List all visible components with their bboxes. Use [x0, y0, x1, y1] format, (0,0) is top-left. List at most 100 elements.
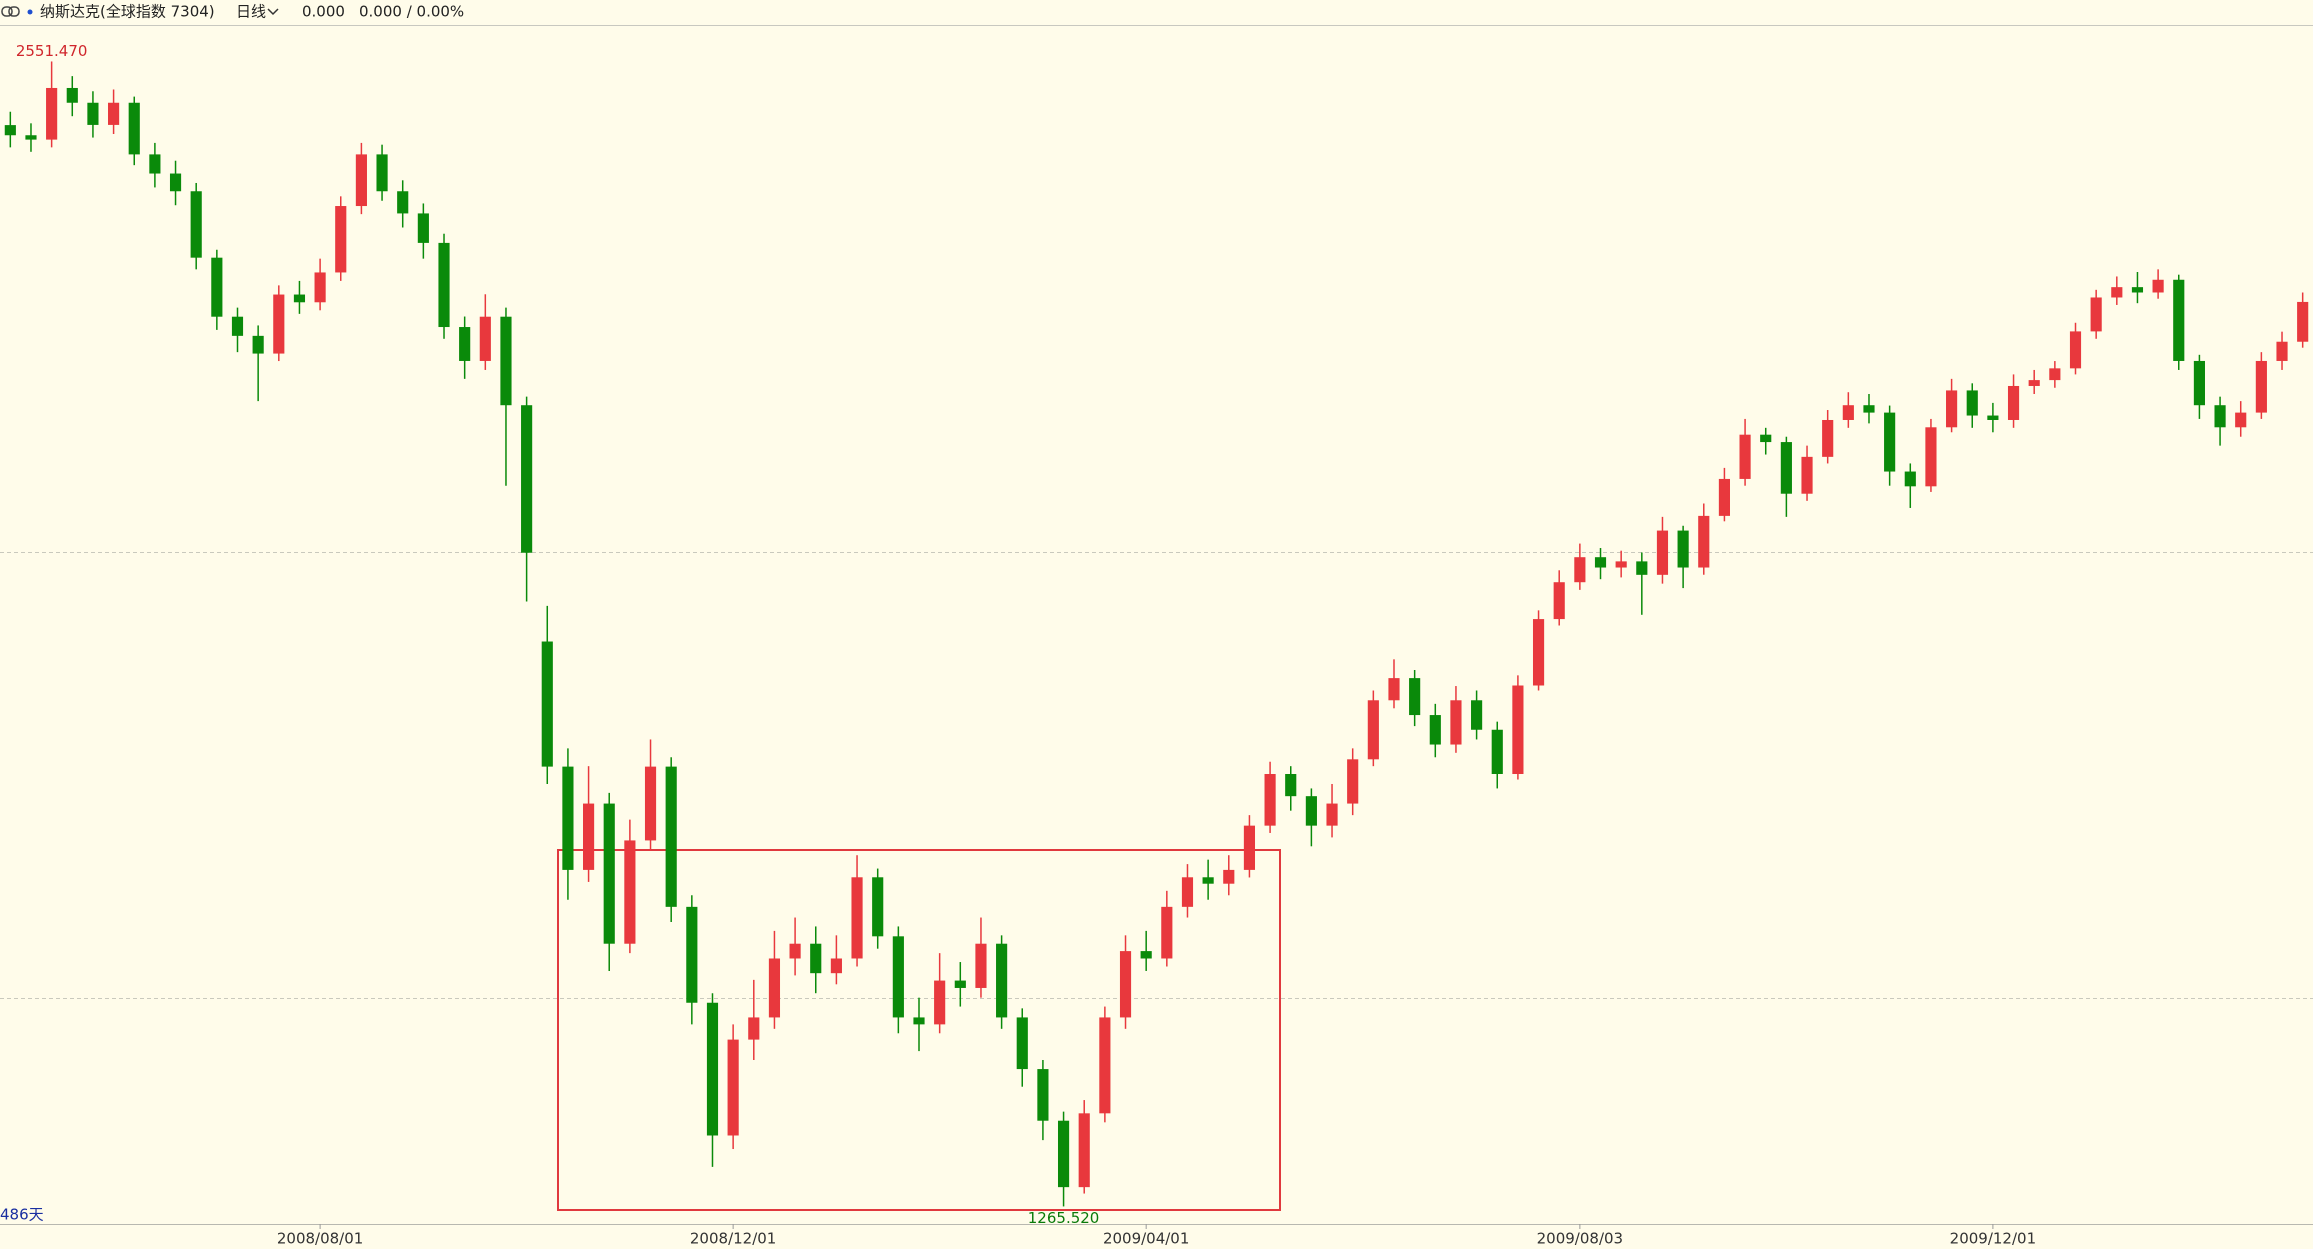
candle-body [1615, 561, 1627, 568]
candle-body [25, 135, 37, 140]
candle-body [87, 102, 99, 125]
candle-body [1057, 1120, 1070, 1188]
candle-body [768, 958, 781, 1018]
candle-body [211, 257, 223, 317]
days-label: 486天 [0, 1206, 44, 1224]
candle-body [355, 154, 367, 207]
instrument-name[interactable]: 纳斯达克(全球指数 7304) [40, 3, 215, 21]
period-chevron[interactable] [267, 8, 279, 16]
candle-body [1884, 412, 1896, 472]
candle-body [1718, 478, 1731, 516]
candle-body [644, 766, 657, 841]
candle-body [727, 1039, 739, 1136]
candle-body [2276, 341, 2288, 361]
candle-body [1925, 427, 1937, 487]
candle-body [1119, 951, 1132, 1018]
candle-body [1264, 774, 1276, 826]
candle-body [1987, 415, 1999, 420]
x-tick-label: 2008/12/01 [690, 1230, 776, 1248]
candle-body [1285, 774, 1297, 797]
drawn-rectangle[interactable] [557, 849, 1281, 1211]
candle-body [438, 242, 450, 328]
candle-body [459, 327, 471, 361]
candle-body [1946, 390, 1958, 428]
candle-body [1388, 678, 1400, 701]
status-dot [27, 9, 33, 15]
candle-body [108, 102, 120, 125]
candle-body [1780, 442, 1792, 494]
candle-body [1471, 700, 1483, 730]
candle-body [2131, 287, 2144, 293]
x-tick-label: 2008/08/01 [277, 1230, 363, 1248]
candle-body [500, 316, 512, 406]
candle-body [273, 294, 285, 354]
candle-body [913, 1017, 925, 1025]
candle-body [314, 272, 326, 303]
candle-body [149, 154, 161, 174]
candle-body [975, 943, 987, 988]
candle-body [582, 803, 595, 870]
candle-body [2090, 297, 2102, 332]
candle-body [397, 191, 409, 214]
candle-body [624, 840, 636, 944]
candle-body [1223, 869, 1235, 884]
candle-body [2297, 301, 2309, 342]
candle-body [1161, 906, 1173, 959]
candle-body [2214, 405, 2226, 428]
candle-body [1760, 434, 1772, 443]
candle-body [2152, 279, 2164, 293]
candle-body [66, 87, 78, 103]
candle-body [2028, 380, 2040, 386]
candle-body [2111, 287, 2123, 298]
candle-body [2255, 360, 2267, 413]
candle-body [190, 191, 202, 258]
candle-body [1140, 951, 1152, 959]
candle-body [1822, 419, 1834, 457]
link-icon[interactable] [1, 6, 20, 17]
candle-body [521, 405, 533, 553]
x-tick-label: 2009/04/01 [1103, 1230, 1189, 1248]
candle-body [1016, 1017, 1028, 1070]
candle-body [2193, 360, 2205, 406]
candle-body [541, 641, 553, 767]
candle-body [2173, 279, 2185, 361]
candle-body [1037, 1069, 1049, 1121]
price-change: 0.000 / 0.00% [359, 3, 464, 21]
max-label: 2551.470 [16, 42, 88, 60]
candle-body [1491, 729, 1503, 775]
period-selector[interactable]: 日线 [236, 3, 266, 21]
plot-area: 2008/08/01 2008/12/01 2009/04/01 2009/08/03… [0, 42, 2313, 1248]
candle-body [1181, 877, 1194, 907]
candle-body [706, 1002, 719, 1136]
candle-body [1677, 530, 1689, 568]
candle-body [1842, 405, 1854, 420]
candle-body [1739, 434, 1751, 479]
candle-body [2007, 385, 2020, 420]
candle-body [2069, 331, 2082, 369]
candle-body [1450, 700, 1462, 745]
candle-body [376, 154, 388, 192]
candle-body [293, 294, 306, 303]
candle-body [830, 958, 842, 974]
candle-body [872, 877, 884, 937]
candle-body [892, 936, 904, 1018]
candle-body [996, 943, 1008, 1018]
candle-body [1574, 557, 1586, 583]
candle-body [231, 316, 244, 336]
candle-body [1553, 582, 1565, 620]
x-tick-label: 2009/08/03 [1537, 1230, 1623, 1248]
candle-body [686, 906, 698, 1003]
candle-body [479, 316, 491, 361]
candle-body [128, 102, 140, 155]
candle-body [1698, 515, 1710, 568]
x-tick-label: 2009/12/01 [1950, 1230, 2036, 1248]
candle-body [789, 943, 801, 959]
candle-body [1326, 803, 1338, 826]
candle-body [810, 943, 822, 974]
last-price: 0.000 [302, 3, 345, 21]
candle-body [1801, 456, 1813, 494]
candle-body [1429, 715, 1441, 745]
min-label: 1265.520 [1028, 1209, 1100, 1227]
candle-body [252, 335, 264, 354]
